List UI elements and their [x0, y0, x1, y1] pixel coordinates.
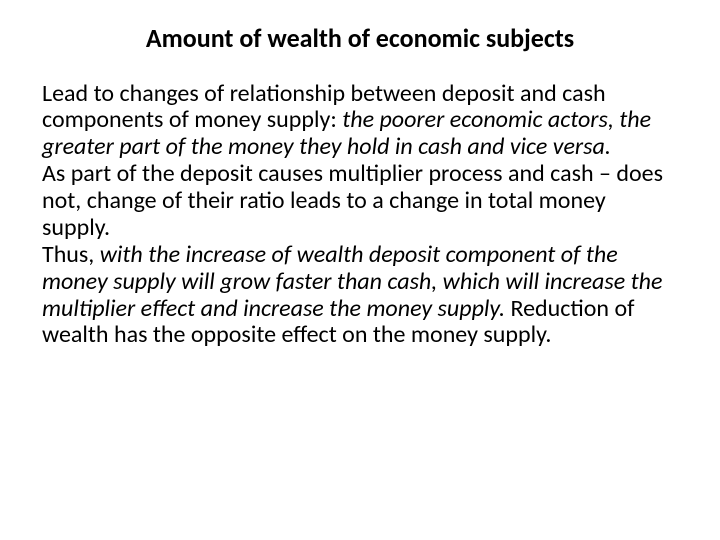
- paragraph-1: Lead to changes of relationship between …: [42, 81, 678, 162]
- paragraph-2: As part of the deposit causes multiplier…: [42, 161, 678, 242]
- slide-title: Amount of wealth of economic subjects: [42, 22, 678, 55]
- slide-body: Lead to changes of relationship between …: [42, 81, 678, 350]
- para2-text-plain: As part of the deposit causes multiplier…: [42, 159, 663, 242]
- slide-container: Amount of wealth of economic subjects Le…: [0, 0, 720, 540]
- para3-text-plain-lead: Thus,: [42, 240, 100, 269]
- paragraph-3: Thus, with the increase of wealth deposi…: [42, 242, 678, 350]
